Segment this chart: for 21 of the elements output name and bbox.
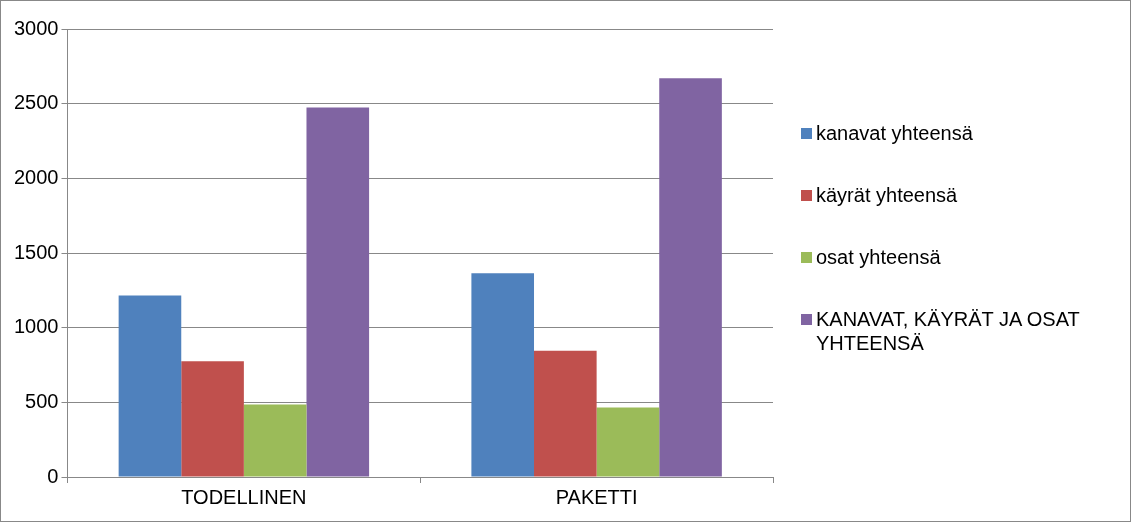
bar [118, 295, 182, 477]
y-tick-label: 2500 [13, 91, 59, 114]
bar [534, 350, 597, 477]
legend-label: osat yhteensä [816, 245, 941, 269]
y-tick-label: 1000 [13, 315, 59, 338]
bar [659, 78, 722, 477]
y-tick-label: 1500 [13, 240, 59, 263]
legend-label: kanavat yhteensä [816, 121, 973, 145]
bar [243, 404, 307, 477]
legend-label: KANAVAT, KÄYRÄT JA OSAT YHTEENSÄ [816, 307, 1081, 355]
x-tick-label: TODELLINEN [181, 485, 307, 508]
y-tick-label: 3000 [13, 16, 59, 39]
y-tick-label: 2000 [13, 165, 59, 188]
bar [471, 273, 535, 477]
bar [596, 407, 660, 477]
bar [306, 107, 370, 477]
legend-label: käyrät yhteensä [816, 183, 958, 207]
y-tick-label: 0 [47, 464, 59, 487]
x-tick-label: PAKETTI [555, 485, 638, 508]
bar [181, 361, 244, 477]
y-tick-label: 500 [25, 389, 59, 412]
